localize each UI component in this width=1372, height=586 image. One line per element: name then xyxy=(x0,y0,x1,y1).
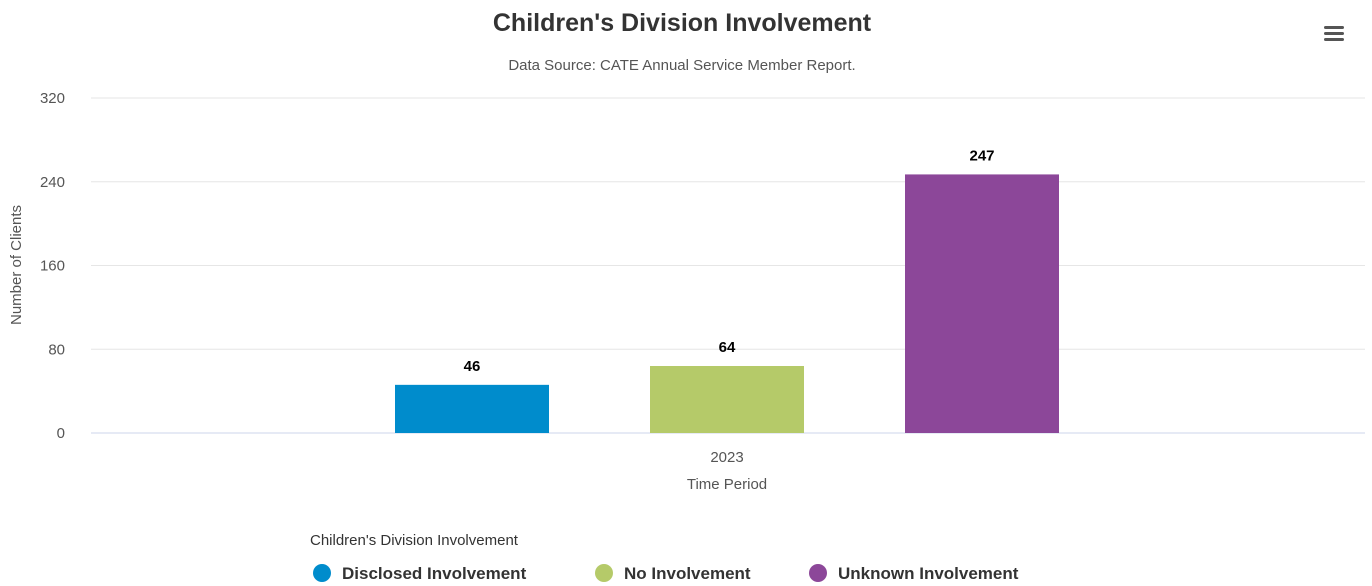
data-label: 46 xyxy=(464,358,481,375)
x-tick-label: 2023 xyxy=(710,449,743,466)
bars: 46 64 247 xyxy=(395,147,1059,433)
y-tick-label: 320 xyxy=(40,90,65,107)
legend-label: Disclosed Involvement xyxy=(342,564,527,583)
data-label: 64 xyxy=(719,339,736,356)
y-tick-label: 160 xyxy=(40,258,65,275)
legend-item-unknown-involvement[interactable]: Unknown Involvement xyxy=(809,564,1019,583)
chart-title: Children's Division Involvement xyxy=(493,9,872,37)
y-axis-title: Number of Clients xyxy=(8,205,25,325)
bar-unknown-involvement[interactable] xyxy=(905,174,1059,433)
legend-symbol xyxy=(313,564,331,582)
gridlines xyxy=(91,97,1365,434)
y-axis-ticks: 0 80 160 240 320 xyxy=(40,90,65,442)
legend-label: Unknown Involvement xyxy=(838,564,1019,583)
x-axis-ticks: 2023 xyxy=(710,449,743,466)
bar-disclosed-involvement[interactable] xyxy=(395,384,549,433)
legend-item-disclosed-involvement[interactable]: Disclosed Involvement xyxy=(313,564,527,583)
legend-title: Children's Division Involvement xyxy=(310,532,519,549)
y-tick-label: 0 xyxy=(57,425,65,442)
legend-label: No Involvement xyxy=(624,564,751,583)
legend-item-no-involvement[interactable]: No Involvement xyxy=(595,564,751,583)
legend-symbol xyxy=(595,564,613,582)
y-tick-label: 80 xyxy=(48,341,65,358)
legend[interactable]: Disclosed Involvement No Involvement Unkno… xyxy=(313,564,1019,583)
chart-subtitle: Data Source: CATE Annual Service Member … xyxy=(508,57,855,74)
bar-no-involvement[interactable] xyxy=(650,366,804,433)
data-label: 247 xyxy=(969,147,994,164)
hamburger-menu-icon[interactable] xyxy=(1322,14,1354,46)
legend-symbol xyxy=(809,564,827,582)
x-axis-title: Time Period xyxy=(687,476,767,493)
y-tick-label: 240 xyxy=(40,174,65,191)
